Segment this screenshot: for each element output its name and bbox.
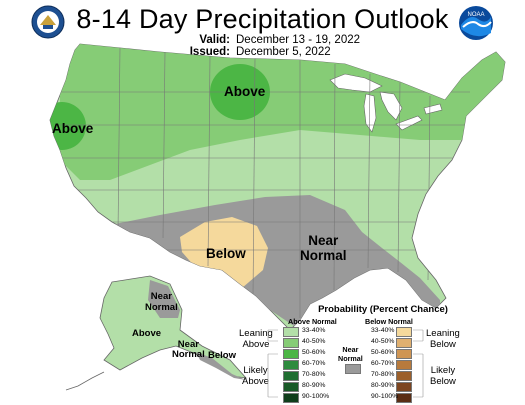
- legend-above-label: 40-50%: [302, 337, 326, 345]
- legend-below-label: 90-100%: [371, 392, 399, 400]
- legend-above-label: 80-90%: [302, 381, 326, 389]
- valid-value: December 13 - 19, 2022: [236, 34, 361, 46]
- issued-label: Issued:: [189, 46, 230, 58]
- legend-likely-above: Likely Above: [242, 365, 269, 387]
- alaska: [99, 275, 248, 379]
- legend-above-label: 60-70%: [302, 359, 326, 367]
- label-near-normal-alaska: Near Normal: [145, 291, 178, 313]
- legend-above-header: Above Normal: [288, 317, 337, 326]
- legend-above-label: 50-60%: [302, 348, 326, 356]
- alaska-near-normal: [148, 280, 180, 318]
- aleutian-chain: [65, 371, 105, 391]
- label-above-north: Above: [224, 84, 266, 99]
- legend-above-swatch: [283, 382, 299, 392]
- legend-below-swatch: [396, 382, 412, 392]
- legend-above-swatch: [283, 338, 299, 348]
- label-near-normal-alaska-south: Near Normal: [172, 339, 205, 360]
- legend-above-swatch: [283, 349, 299, 359]
- legend-title: Probability (Percent Chance): [318, 304, 448, 315]
- label-near-normal-south: Near Normal: [300, 233, 347, 263]
- lake-huron: [379, 91, 403, 121]
- commerce-seal-logo: [31, 5, 65, 39]
- legend-near-header: Near Normal: [338, 345, 363, 363]
- lake-michigan: [363, 93, 377, 133]
- legend-below-swatch: [396, 393, 412, 403]
- legend-likely-below: Likely Below: [430, 365, 456, 387]
- legend-below-label: 80-90%: [371, 381, 395, 389]
- legend-below-label: 33-40%: [371, 326, 395, 334]
- label-below-alaska: Below: [208, 350, 236, 361]
- svg-text:NOAA: NOAA: [467, 12, 484, 18]
- legend-below-label: 40-50%: [371, 337, 395, 345]
- legend-above-swatch: [283, 360, 299, 370]
- legend-below-swatch: [396, 327, 412, 337]
- alaska-panhandle-near-normal: [196, 352, 246, 380]
- legend-above-swatch: [283, 327, 299, 337]
- legend-below-swatch: [396, 338, 412, 348]
- label-above-west: Above: [52, 121, 94, 136]
- valid-label: Valid:: [199, 34, 230, 46]
- legend-below-label: 50-60%: [371, 348, 395, 356]
- above-50-60-west: [50, 102, 86, 150]
- issued-value: December 5, 2022: [236, 46, 331, 58]
- state-lines: [55, 47, 470, 318]
- legend-below-header: Below Normal: [365, 317, 413, 326]
- page-title: 8-14 Day Precipitation Outlook: [76, 4, 449, 34]
- issued-line: Issued: December 5, 2022: [186, 46, 331, 58]
- legend-above-label: 90-100%: [302, 392, 330, 400]
- legend-below-label: 60-70%: [371, 359, 395, 367]
- lake-ontario: [423, 103, 443, 115]
- legend-below-label: 70-80%: [371, 370, 395, 378]
- legend-near-swatch: [345, 364, 361, 374]
- legend-above-swatch: [283, 371, 299, 381]
- legend-below-swatch: [396, 360, 412, 370]
- legend-leaning-above: Leaning Above: [239, 328, 273, 350]
- legend-leaning-below: Leaning Below: [426, 328, 460, 350]
- legend-above-swatch: [283, 393, 299, 403]
- legend-above-label: 70-80%: [302, 370, 326, 378]
- label-above-alaska: Above: [132, 328, 162, 339]
- legend-above-label: 33-40%: [302, 326, 326, 334]
- label-below-sw: Below: [206, 246, 246, 261]
- legend-below-swatch: [396, 371, 412, 381]
- noaa-logo: NOAA: [459, 6, 493, 40]
- legend-below-swatch: [396, 349, 412, 359]
- lake-superior: [329, 73, 383, 93]
- valid-line: Valid: December 13 - 19, 2022: [186, 34, 360, 46]
- lake-erie: [395, 115, 423, 131]
